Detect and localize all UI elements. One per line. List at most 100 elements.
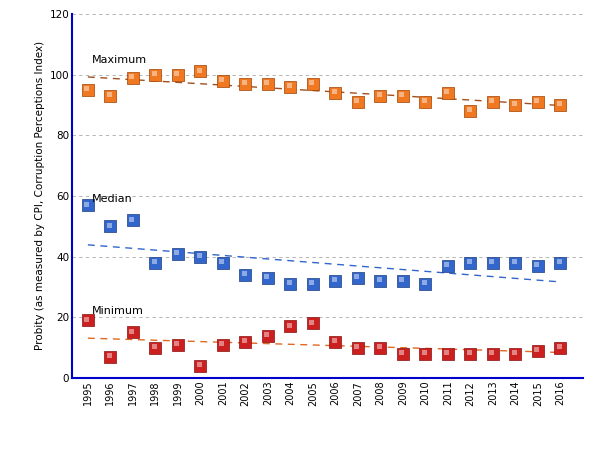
Point	[263, 80, 273, 87]
Point	[106, 223, 115, 230]
Point	[149, 69, 159, 77]
Point	[285, 280, 295, 288]
Point	[83, 201, 93, 209]
Point	[218, 77, 228, 84]
Point	[443, 350, 453, 357]
Point	[352, 343, 361, 350]
Point	[353, 344, 363, 351]
Point	[151, 259, 160, 266]
Point	[353, 98, 363, 106]
Point	[149, 258, 159, 265]
Point	[284, 321, 293, 329]
Point	[240, 80, 250, 87]
Point	[509, 100, 519, 107]
Point	[488, 350, 498, 357]
Point	[554, 258, 564, 265]
Point	[374, 343, 383, 350]
Point	[331, 89, 340, 96]
Point	[374, 276, 383, 283]
Point	[128, 217, 138, 224]
Point	[376, 92, 385, 100]
Point	[419, 97, 429, 104]
Point	[531, 345, 541, 353]
Point	[106, 353, 115, 361]
Point	[464, 258, 474, 265]
Point	[509, 349, 519, 356]
Text: Minimum: Minimum	[93, 306, 144, 316]
Point	[421, 98, 430, 106]
Point	[419, 279, 429, 286]
Point	[329, 337, 338, 344]
Point	[126, 72, 136, 80]
Point	[443, 262, 453, 269]
Point	[194, 361, 203, 368]
Point	[195, 253, 205, 260]
Point	[218, 259, 228, 266]
Point	[376, 344, 385, 351]
Point	[128, 329, 138, 336]
Point	[126, 215, 136, 222]
Text: Maximum: Maximum	[93, 55, 147, 65]
Point	[531, 97, 541, 104]
Point	[284, 279, 293, 286]
Point	[104, 90, 114, 98]
Point	[263, 332, 273, 339]
Point	[556, 259, 566, 266]
Point	[308, 80, 318, 87]
Point	[533, 347, 543, 355]
Point	[240, 271, 250, 278]
Point	[511, 259, 520, 266]
Point	[308, 320, 318, 327]
Point	[216, 339, 226, 347]
Point	[104, 221, 114, 229]
Point	[421, 350, 430, 357]
Point	[352, 97, 361, 104]
Point	[396, 90, 406, 98]
Point	[554, 343, 564, 350]
Point	[398, 350, 407, 357]
Point	[261, 331, 271, 338]
Point	[104, 352, 114, 359]
Point	[531, 260, 541, 268]
Point	[128, 74, 138, 81]
Point	[466, 350, 475, 357]
Point	[488, 98, 498, 106]
Point	[486, 349, 496, 356]
Point	[352, 272, 361, 280]
Point	[396, 349, 406, 356]
Point	[83, 86, 93, 94]
Point	[285, 83, 295, 90]
Point	[171, 69, 181, 77]
Point	[441, 349, 451, 356]
Text: Median: Median	[93, 194, 133, 203]
Point	[307, 78, 316, 86]
Point	[151, 71, 160, 78]
Point	[511, 350, 520, 357]
Point	[329, 276, 338, 283]
Point	[195, 362, 205, 370]
Point	[216, 258, 226, 265]
Point	[173, 250, 183, 257]
Point	[194, 251, 203, 259]
Point	[81, 84, 91, 92]
Point	[374, 90, 383, 98]
Point	[398, 92, 407, 100]
Point	[285, 323, 295, 330]
Point	[353, 274, 363, 282]
Point	[307, 279, 316, 286]
Point	[554, 100, 564, 107]
Point	[396, 276, 406, 283]
Point	[195, 68, 205, 75]
Point	[81, 315, 91, 323]
Point	[149, 343, 159, 350]
Point	[126, 327, 136, 335]
Point	[171, 339, 181, 347]
Point	[419, 349, 429, 356]
Point	[173, 341, 183, 349]
Point	[376, 277, 385, 284]
Point	[284, 82, 293, 89]
Y-axis label: Probity (as measured by CPI, Corruption Perceptions Index): Probity (as measured by CPI, Corruption …	[35, 41, 46, 350]
Point	[464, 349, 474, 356]
Point	[556, 101, 566, 109]
Point	[240, 338, 250, 345]
